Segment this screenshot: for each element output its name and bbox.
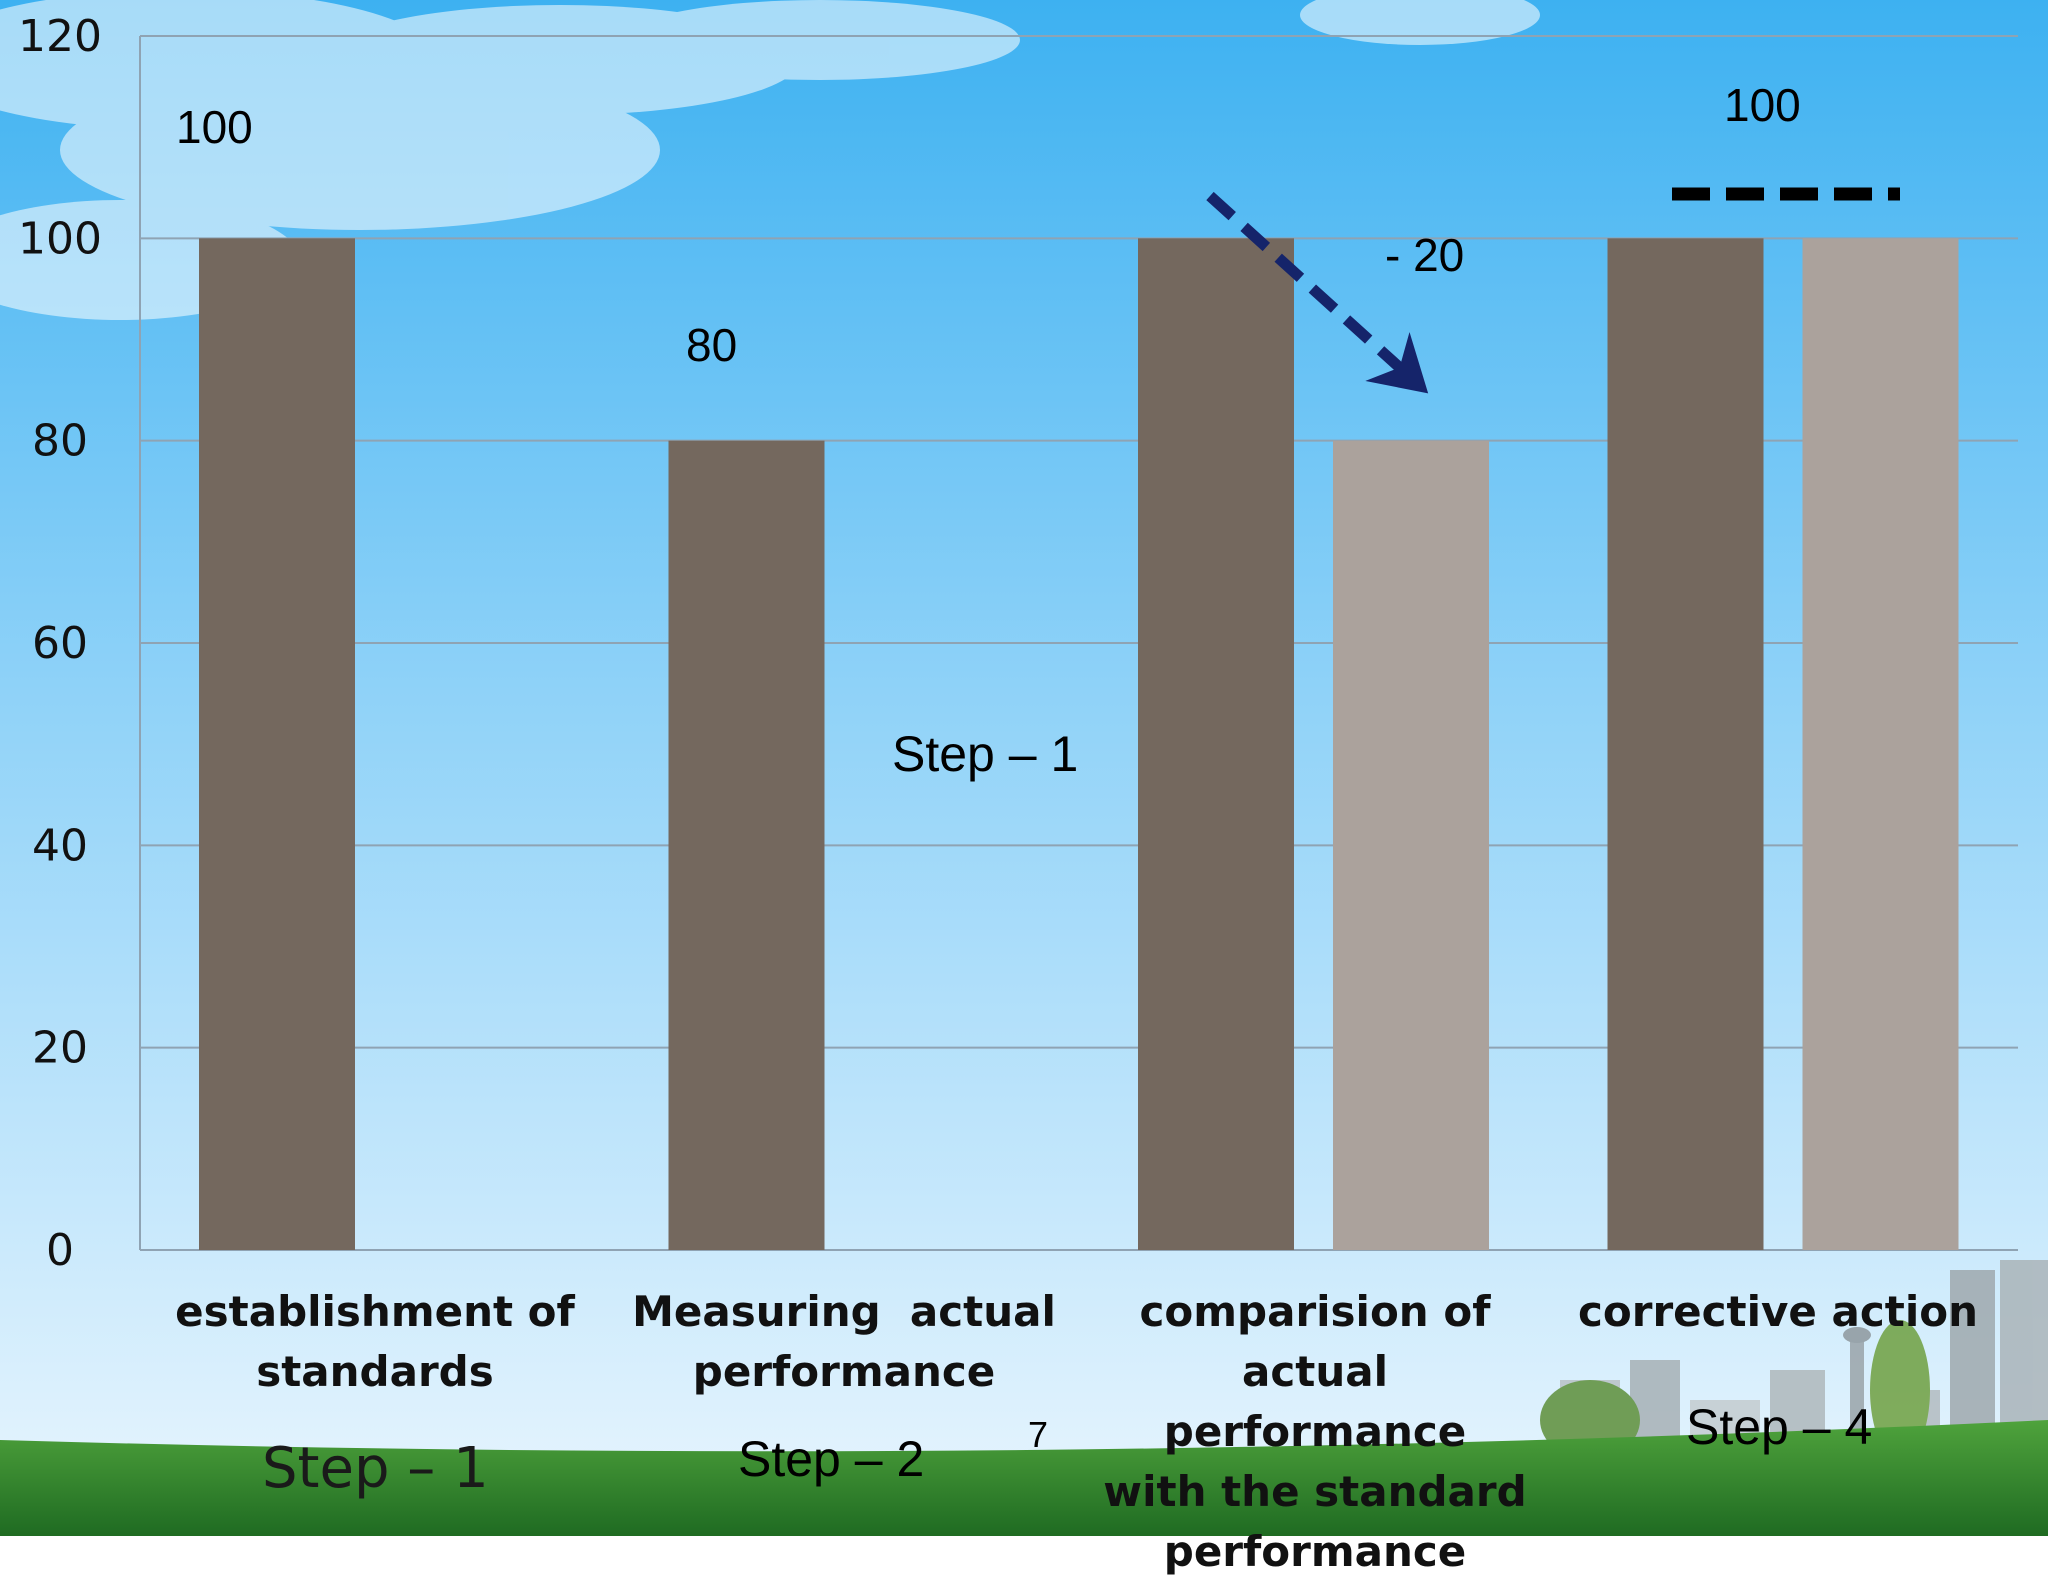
y-tick-label: 100 [18, 213, 102, 264]
step-center-label: Step – 1 [892, 726, 1079, 782]
bar-standard [1138, 238, 1294, 1251]
bar-standard [668, 440, 825, 1251]
category-label-establishment: establishment of standards [155, 1282, 595, 1402]
bar-standard [1607, 238, 1764, 1251]
footer-step-1: Step – 1 [262, 1436, 489, 1501]
value-label-100-last: 100 [1724, 79, 1801, 131]
category-label-line: actual performance [1163, 1347, 1467, 1456]
clouds [0, 0, 1540, 320]
slide-canvas: 0 20 40 60 80 100 120 [0, 0, 2048, 1536]
footer-step-2: Step – 2 [738, 1431, 925, 1487]
category-label-line: comparision of [1139, 1287, 1491, 1336]
value-label-80: 80 [686, 319, 738, 371]
bar-actual [1333, 440, 1489, 1251]
value-label-100-first: 100 [176, 101, 253, 153]
y-tick-label: 120 [18, 11, 102, 62]
category-label-line: performance [692, 1347, 996, 1396]
category-label-line: standards [256, 1347, 494, 1396]
value-label-minus-20: - 20 [1385, 229, 1465, 281]
category-label-line: corrective action [1578, 1287, 1978, 1336]
category-label-line: performance [1163, 1527, 1467, 1576]
footer-step-4: Step – 4 [1686, 1399, 1873, 1455]
bar-actual [1802, 238, 1959, 1251]
y-tick-label: 40 [32, 820, 88, 871]
grass-hill [0, 1420, 2048, 1536]
category-label-line: Measuring actual [632, 1287, 1056, 1336]
y-tick-label: 60 [32, 618, 88, 669]
y-tick-label: 20 [32, 1023, 88, 1074]
category-label-line: establishment of [175, 1287, 575, 1336]
y-tick-label: 80 [32, 416, 88, 467]
bar-standard [199, 238, 355, 1251]
category-label-measuring: Measuring actual performance [624, 1282, 1064, 1402]
slide-number: 7 [1028, 1414, 1049, 1455]
category-label-corrective: corrective action [1558, 1282, 1998, 1342]
plot-area: 0 20 40 60 80 100 120 [18, 11, 2018, 1276]
y-tick-label: 0 [46, 1225, 74, 1276]
decrease-arrow [1206, 191, 1429, 394]
category-label-comparision: comparision of actual performance with t… [1095, 1282, 1535, 1582]
category-label-line: with the standard [1103, 1467, 1527, 1516]
